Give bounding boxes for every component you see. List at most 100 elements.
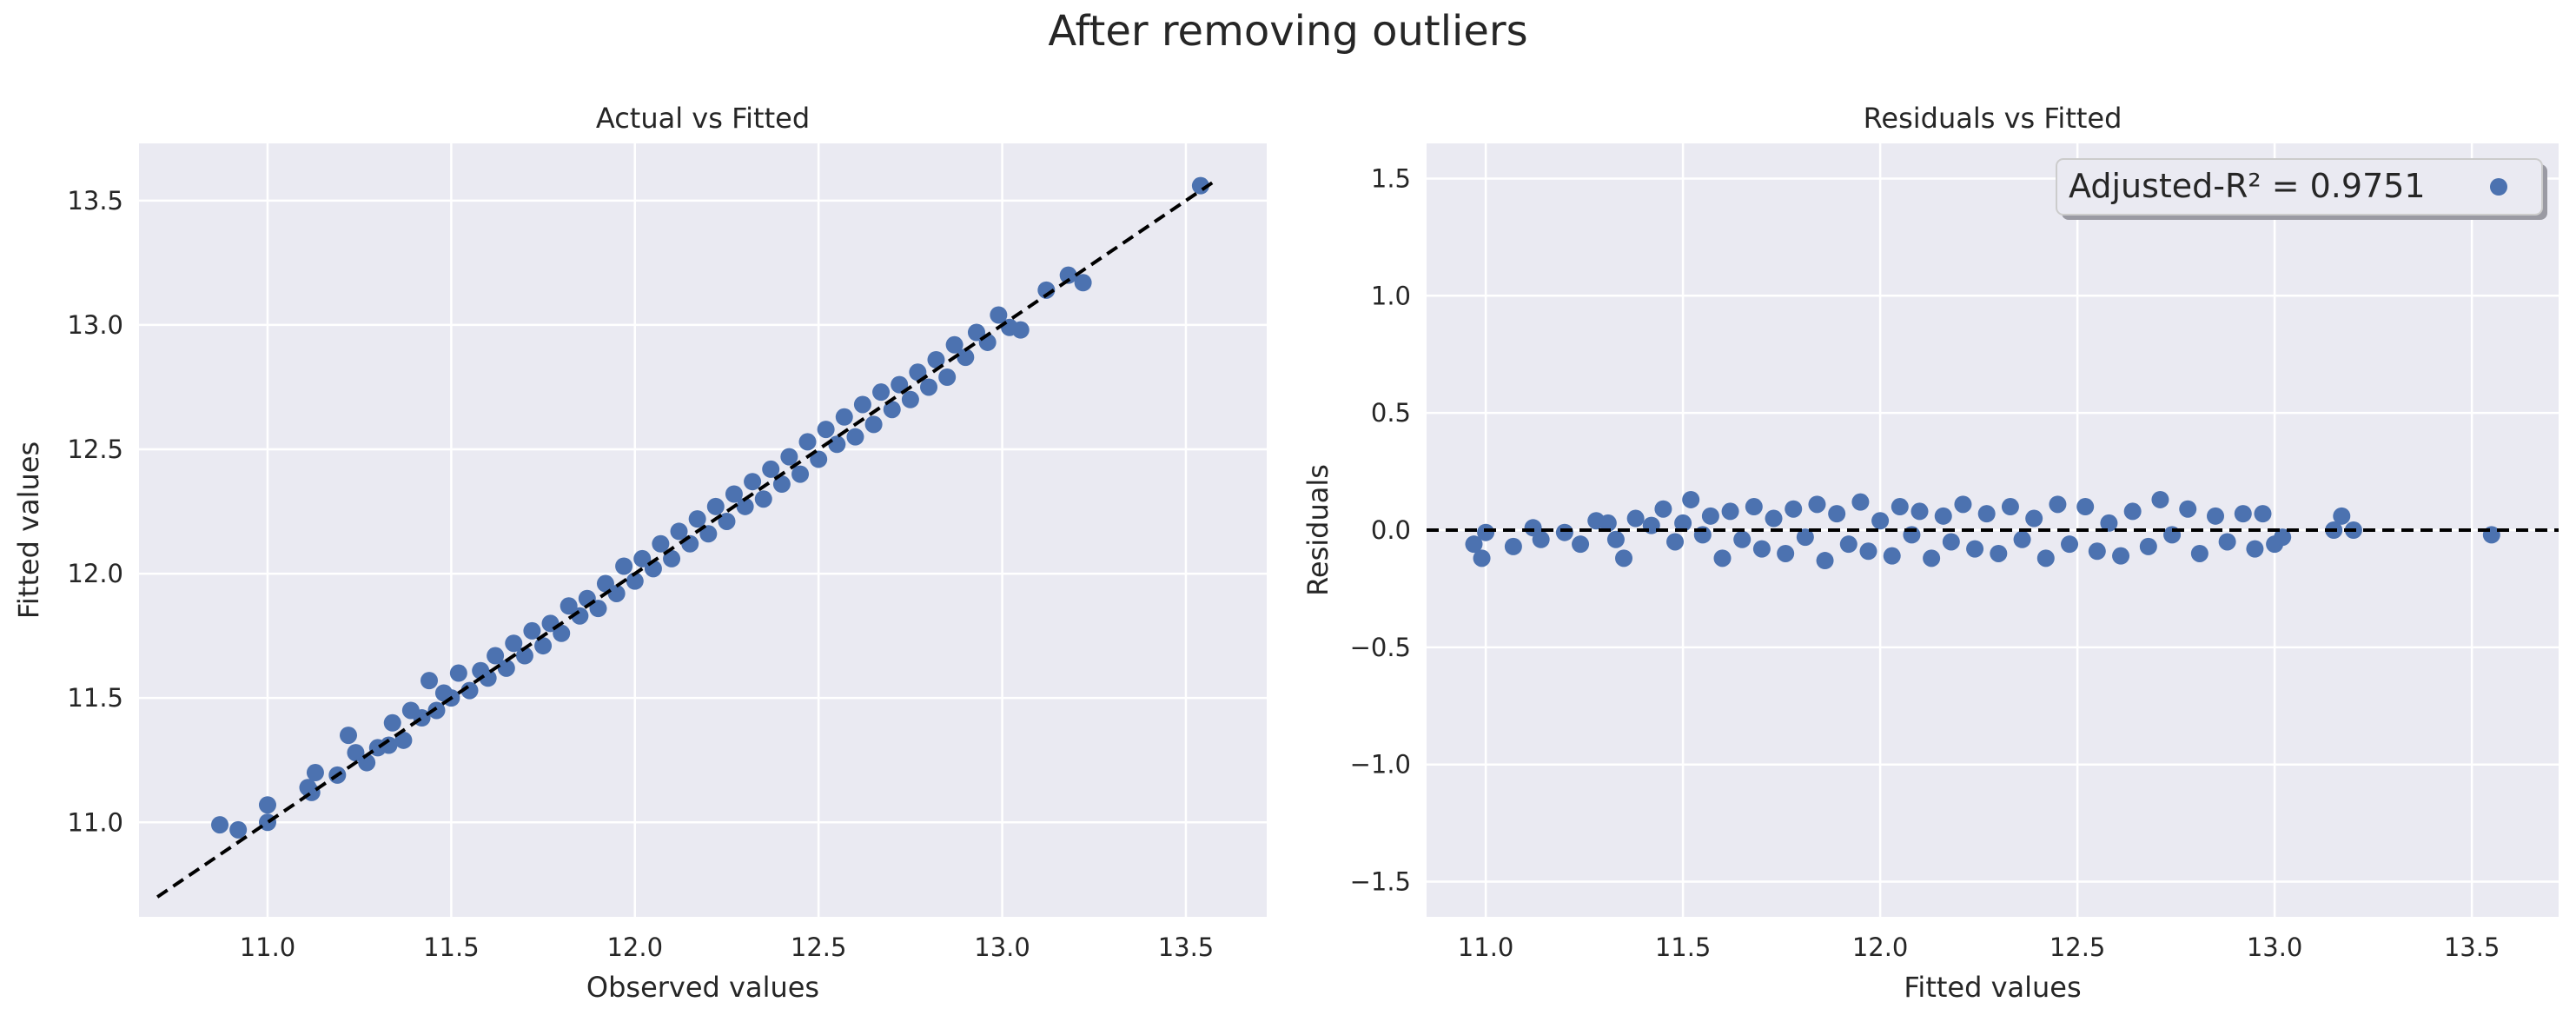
data-point — [872, 383, 891, 402]
data-point — [817, 421, 835, 439]
y-tick-label: 1.5 — [1371, 163, 1411, 193]
data-point — [1859, 542, 1877, 561]
data-point — [1473, 549, 1491, 567]
data-point — [487, 647, 505, 665]
data-point — [1654, 500, 1672, 518]
data-point — [1808, 495, 1826, 514]
data-point — [394, 731, 413, 749]
y-tick-label: −1.0 — [1350, 750, 1411, 780]
y-axis-label: Fitted values — [12, 441, 45, 619]
legend-label: Adjusted-R² = 0.9751 — [2069, 167, 2426, 205]
y-tick-label: 11.0 — [67, 807, 123, 837]
data-point — [835, 408, 853, 426]
data-point — [1074, 274, 1092, 292]
data-point — [1059, 266, 1077, 284]
data-point — [2100, 514, 2118, 532]
data-point — [663, 549, 681, 567]
data-point — [1532, 530, 1550, 548]
data-point — [615, 557, 633, 575]
data-point — [2151, 490, 2169, 508]
figure-suptitle: After removing outliers — [1048, 7, 1528, 56]
legend-box — [2056, 158, 2543, 216]
chart-title: Residuals vs Fitted — [1864, 102, 2122, 135]
data-point — [1883, 547, 1901, 565]
data-point — [421, 672, 439, 690]
y-tick-label: 0.5 — [1371, 398, 1411, 428]
data-point — [427, 701, 446, 720]
data-point — [380, 736, 398, 754]
x-axis-label: Observed values — [586, 971, 819, 1004]
data-point — [864, 415, 883, 434]
data-point — [725, 485, 743, 503]
data-point — [1839, 535, 1858, 554]
data-point — [957, 348, 975, 367]
data-point — [754, 490, 772, 508]
data-point — [1504, 537, 1522, 555]
y-tick-label: −1.5 — [1350, 867, 1411, 897]
data-point — [1477, 523, 1495, 541]
data-point — [901, 390, 919, 408]
y-tick-label: 12.5 — [67, 435, 123, 464]
x-tick-label: 13.0 — [974, 932, 1030, 962]
legend-marker — [2490, 178, 2507, 196]
data-point — [1606, 530, 1625, 548]
data-point — [791, 465, 810, 483]
data-point — [1923, 549, 1941, 567]
chart-1: 11.0 11.5 12.0 12.5 13.0 13.5 11.0 11.5 12.0 12.5… — [12, 102, 1267, 1004]
data-point — [347, 744, 365, 762]
x-tick-label: 11.0 — [1458, 932, 1514, 962]
data-point — [1626, 509, 1645, 528]
data-point — [1701, 507, 1719, 525]
data-point — [1555, 523, 1573, 541]
data-point — [229, 820, 248, 839]
data-point — [258, 796, 276, 814]
data-point — [2207, 507, 2225, 525]
data-point — [2076, 498, 2095, 516]
data-point — [670, 522, 688, 541]
x-tick-label: 13.5 — [2444, 932, 2500, 962]
x-tick-label: 11.5 — [1655, 932, 1712, 962]
y-axis-label: Residuals — [1301, 464, 1334, 596]
y-tick-label: 13.5 — [67, 186, 123, 216]
data-point — [1977, 505, 1996, 523]
data-point — [1966, 540, 1984, 558]
data-point — [1871, 512, 1890, 530]
data-point — [798, 433, 817, 451]
data-point — [1891, 498, 1909, 516]
data-point — [2088, 542, 2106, 561]
data-point — [920, 378, 938, 396]
data-point — [1465, 535, 1483, 554]
data-point — [505, 634, 523, 653]
data-point — [211, 816, 229, 834]
y-tick-label: 1.0 — [1371, 281, 1411, 310]
data-point — [2333, 507, 2351, 525]
data-point — [589, 600, 607, 618]
data-point — [460, 681, 479, 700]
data-point — [607, 584, 626, 602]
data-point — [2246, 540, 2264, 558]
x-tick-label: 12.0 — [606, 932, 663, 962]
data-point — [718, 512, 736, 530]
data-point — [2190, 544, 2208, 562]
x-tick-label: 12.5 — [2050, 932, 2106, 962]
x-tick-label: 13.0 — [2247, 932, 2303, 962]
data-point — [2025, 509, 2043, 528]
data-point — [479, 669, 497, 687]
data-point — [828, 435, 846, 454]
reference-line — [156, 179, 1216, 899]
data-point — [2123, 502, 2142, 521]
data-point — [945, 335, 964, 354]
chart-2: 11.0 11.5 12.0 12.5 13.0 13.5 1.5 1.0 0.5 0.0 −0.5… — [1301, 102, 2559, 1004]
data-point — [2254, 505, 2272, 523]
data-point — [2218, 533, 2236, 551]
data-point — [571, 607, 589, 625]
data-point — [1816, 552, 1834, 570]
data-point — [853, 395, 871, 414]
data-point — [497, 659, 515, 677]
data-point — [699, 525, 718, 543]
data-point — [1796, 528, 1814, 547]
data-point — [1934, 507, 1952, 525]
data-point — [1942, 533, 1960, 551]
data-point — [515, 647, 533, 665]
data-point — [306, 764, 324, 782]
